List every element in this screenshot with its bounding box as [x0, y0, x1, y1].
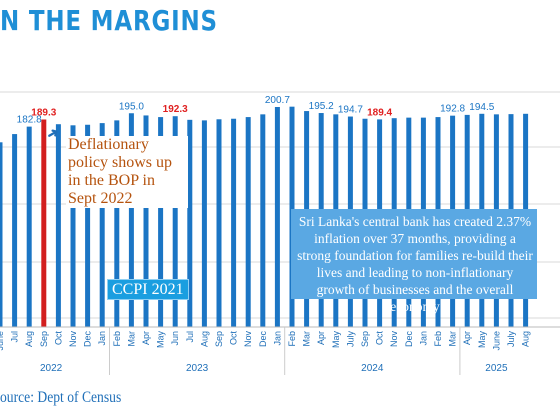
- month-label-10: Apr: [141, 331, 151, 345]
- month-label-1: Jul: [10, 331, 20, 343]
- month-label-8: Feb: [112, 331, 122, 347]
- bar-1: [12, 134, 18, 327]
- month-label-22: Apr: [316, 331, 326, 345]
- year-label-2: 2024: [361, 363, 384, 374]
- month-label-11: May: [156, 331, 166, 349]
- month-label-21: Mar: [302, 331, 312, 347]
- month-label-29: Jan: [418, 331, 428, 346]
- bar-16: [231, 118, 237, 327]
- bop-annotation: Deflationary policy shows up in the BOP …: [66, 136, 188, 208]
- ccpi-label: CCPI 2021: [107, 279, 189, 300]
- data-label-9: 194.5: [469, 102, 494, 113]
- bar-7: [99, 123, 105, 327]
- data-label-5: 195.2: [309, 101, 334, 112]
- month-label-24: July: [345, 331, 355, 348]
- chart-title: N THE MARGINS: [0, 4, 218, 37]
- bar-8: [114, 120, 120, 327]
- month-label-13: Jul: [185, 331, 195, 343]
- bar-14: [201, 120, 207, 327]
- month-label-25: Sep: [360, 331, 370, 347]
- bar-2: [26, 126, 32, 327]
- data-label-2: 195.0: [119, 101, 144, 112]
- month-label-34: June: [491, 331, 501, 351]
- month-label-4: Oct: [53, 331, 63, 346]
- data-label-4: 200.7: [265, 95, 290, 106]
- month-label-27: Nov: [389, 331, 399, 348]
- month-label-2: Aug: [24, 331, 34, 347]
- year-label-3: 2025: [485, 363, 508, 374]
- month-label-3: Sep: [39, 331, 49, 347]
- month-label-23: May: [331, 331, 341, 349]
- data-label-1: 189.3: [31, 107, 56, 118]
- data-label-3: 192.3: [163, 104, 188, 115]
- data-label-7: 189.4: [367, 107, 392, 118]
- data-label-0: 182.8: [17, 115, 42, 126]
- month-label-32: Apr: [462, 331, 472, 345]
- bar-15: [216, 119, 222, 328]
- month-label-19: Jan: [272, 331, 282, 346]
- month-label-15: Sep: [214, 331, 224, 347]
- month-label-28: Dec: [404, 331, 414, 348]
- bar-3: [41, 119, 47, 327]
- month-label-16: Oct: [229, 331, 239, 346]
- bar-10: [143, 115, 149, 327]
- month-label-12: Jun: [170, 331, 180, 346]
- month-label-6: Dec: [83, 331, 93, 348]
- month-label-5: Nov: [68, 331, 78, 348]
- month-label-17: Nov: [243, 331, 253, 348]
- bar-5: [70, 125, 76, 327]
- bar-13: [187, 119, 193, 327]
- month-label-14: Aug: [199, 331, 209, 347]
- source-note: ource: Dept of Census: [0, 389, 122, 406]
- month-label-31: Mar: [448, 331, 458, 347]
- bar-0: [0, 142, 3, 327]
- bar-11: [158, 117, 164, 327]
- month-label-33: May: [477, 331, 487, 349]
- month-label-36: Aug: [521, 331, 531, 347]
- bar-18: [260, 114, 266, 327]
- data-label-8: 192.8: [440, 104, 465, 115]
- year-label-0: 2022: [40, 363, 63, 374]
- bar-17: [245, 117, 251, 327]
- month-label-30: Feb: [433, 331, 443, 347]
- month-label-9: Mar: [126, 331, 136, 347]
- year-label-1: 2023: [186, 363, 209, 374]
- bar-4: [55, 124, 61, 327]
- data-label-6: 194.7: [338, 105, 363, 116]
- month-label-35: July: [506, 331, 516, 348]
- month-label-20: Feb: [287, 331, 297, 347]
- bar-6: [85, 124, 91, 327]
- bar-19: [274, 107, 280, 327]
- month-label-18: Dec: [258, 331, 268, 348]
- month-label-0: June: [0, 331, 5, 351]
- month-label-7: Jan: [97, 331, 107, 346]
- inflation-note: Sri Lanka's central bank has created 2.3…: [291, 209, 537, 314]
- month-label-26: Oct: [375, 331, 385, 346]
- bar-9: [128, 113, 134, 327]
- bar-12: [172, 116, 178, 327]
